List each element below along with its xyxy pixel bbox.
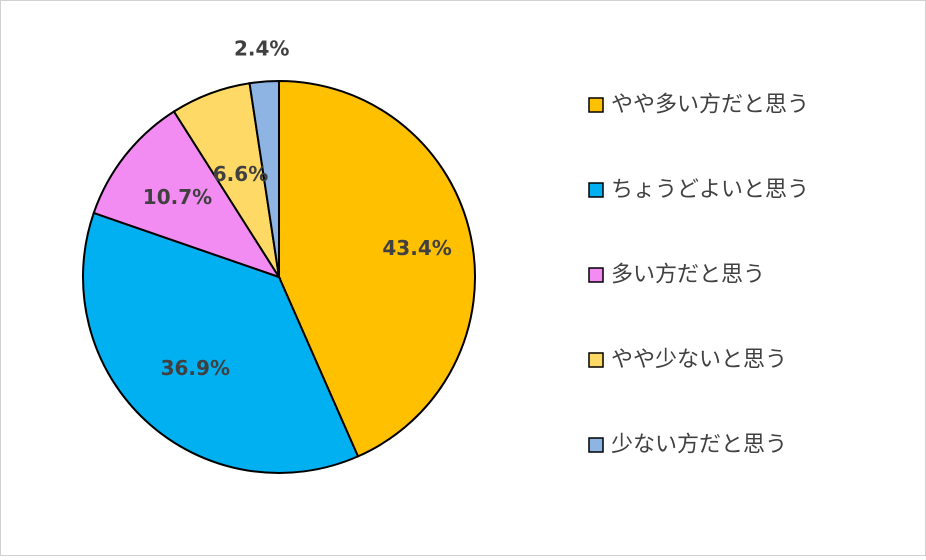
pie-slice	[278, 79, 476, 458]
legend-label: 多い方だと思う	[611, 263, 765, 288]
legend-label: やや多い方だと思う	[611, 93, 809, 118]
legend-swatch	[588, 352, 604, 368]
legend-swatch	[588, 437, 604, 453]
data-label: 6.6%	[213, 162, 268, 186]
legend-label: やや少ないと思う	[611, 348, 787, 373]
data-label: 10.7%	[143, 185, 212, 209]
legend-label: 少ない方だと思う	[611, 433, 787, 458]
pie-slice	[92, 110, 282, 279]
pie-slice	[248, 79, 280, 278]
pie-slice	[82, 211, 360, 475]
legend-label: ちょうどよいと思う	[611, 178, 809, 203]
legend-swatch	[588, 267, 604, 283]
legend-swatch	[588, 97, 604, 113]
legend-swatch	[588, 182, 604, 198]
data-label: 43.4%	[382, 236, 451, 260]
data-label: 36.9%	[161, 356, 230, 380]
data-label: 2.4%	[234, 36, 289, 60]
